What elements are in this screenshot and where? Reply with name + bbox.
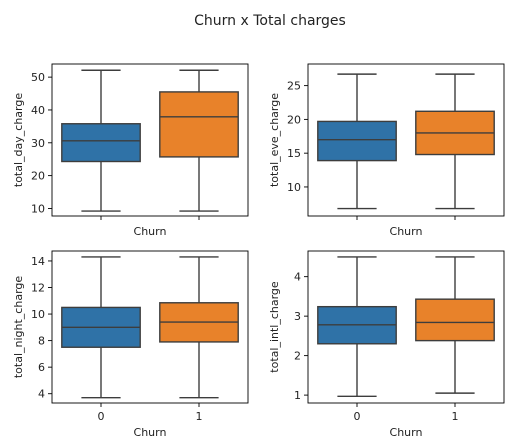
box-body — [415, 298, 495, 342]
plot-frame — [51, 250, 249, 404]
y-tick-label: 3 — [294, 310, 301, 323]
subplot-total-intl-charge: 1 2 3 4 0 1 Churn total_intl_charge — [268, 250, 505, 439]
box-body — [61, 123, 141, 163]
subplot-total-eve-charge: 10 15 20 25 Churn total_eve_charge — [268, 63, 505, 238]
y-tick-label: 4 — [294, 271, 301, 284]
y-axis-label: total_eve_charge — [268, 93, 281, 187]
plot-frame — [51, 63, 249, 217]
y-axis-label: total_day_charge — [12, 93, 25, 187]
subplot-total-day-charge: 10 20 30 40 50 Churn total_day_charge — [12, 63, 249, 238]
x-tick-label: 1 — [196, 410, 203, 423]
y-tick-label: 6 — [38, 361, 45, 374]
box-0 — [317, 73, 397, 210]
y-tick-label: 2 — [294, 350, 301, 363]
y-tick-label: 10 — [31, 308, 45, 321]
x-axis-label: Churn — [134, 225, 167, 238]
x-axis-label: Churn — [390, 225, 423, 238]
y-tick-label: 20 — [31, 170, 45, 183]
y-tick-label: 8 — [38, 335, 45, 348]
y-tick-label: 50 — [31, 71, 45, 84]
plot-frame — [307, 250, 505, 404]
x-tick-label: 0 — [98, 410, 105, 423]
y-tick-label: 4 — [38, 388, 45, 401]
y-tick-label: 30 — [31, 137, 45, 150]
box-0 — [61, 256, 141, 399]
chart-title: Churn x Total charges — [194, 13, 346, 29]
x-tick-label: 1 — [452, 410, 459, 423]
box-1 — [159, 69, 239, 212]
y-axis-label: total_night_charge — [12, 276, 25, 379]
x-axis-label: Churn — [390, 426, 423, 439]
box-body — [159, 91, 239, 158]
box-0 — [317, 256, 397, 397]
y-tick-label: 12 — [31, 282, 45, 295]
x-axis-label: Churn — [134, 426, 167, 439]
box-1 — [415, 256, 495, 394]
box-1 — [415, 73, 495, 210]
y-tick-label: 10 — [31, 202, 45, 215]
plot-frame — [307, 63, 505, 217]
box-1 — [159, 256, 239, 399]
y-tick-label: 15 — [287, 147, 301, 160]
y-tick-label: 10 — [287, 181, 301, 194]
box-body — [317, 120, 397, 162]
box-0 — [61, 69, 141, 212]
y-tick-label: 20 — [287, 113, 301, 126]
subplot-total-night-charge: 4 6 8 10 12 14 0 1 Churn total_night_charge — [12, 250, 249, 439]
y-tick-label: 25 — [287, 80, 301, 93]
y-tick-label: 40 — [31, 104, 45, 117]
x-tick-label: 0 — [354, 410, 361, 423]
y-tick-label: 1 — [294, 389, 301, 402]
y-axis-label: total_intl_charge — [268, 281, 281, 373]
y-tick-label: 14 — [31, 255, 45, 268]
